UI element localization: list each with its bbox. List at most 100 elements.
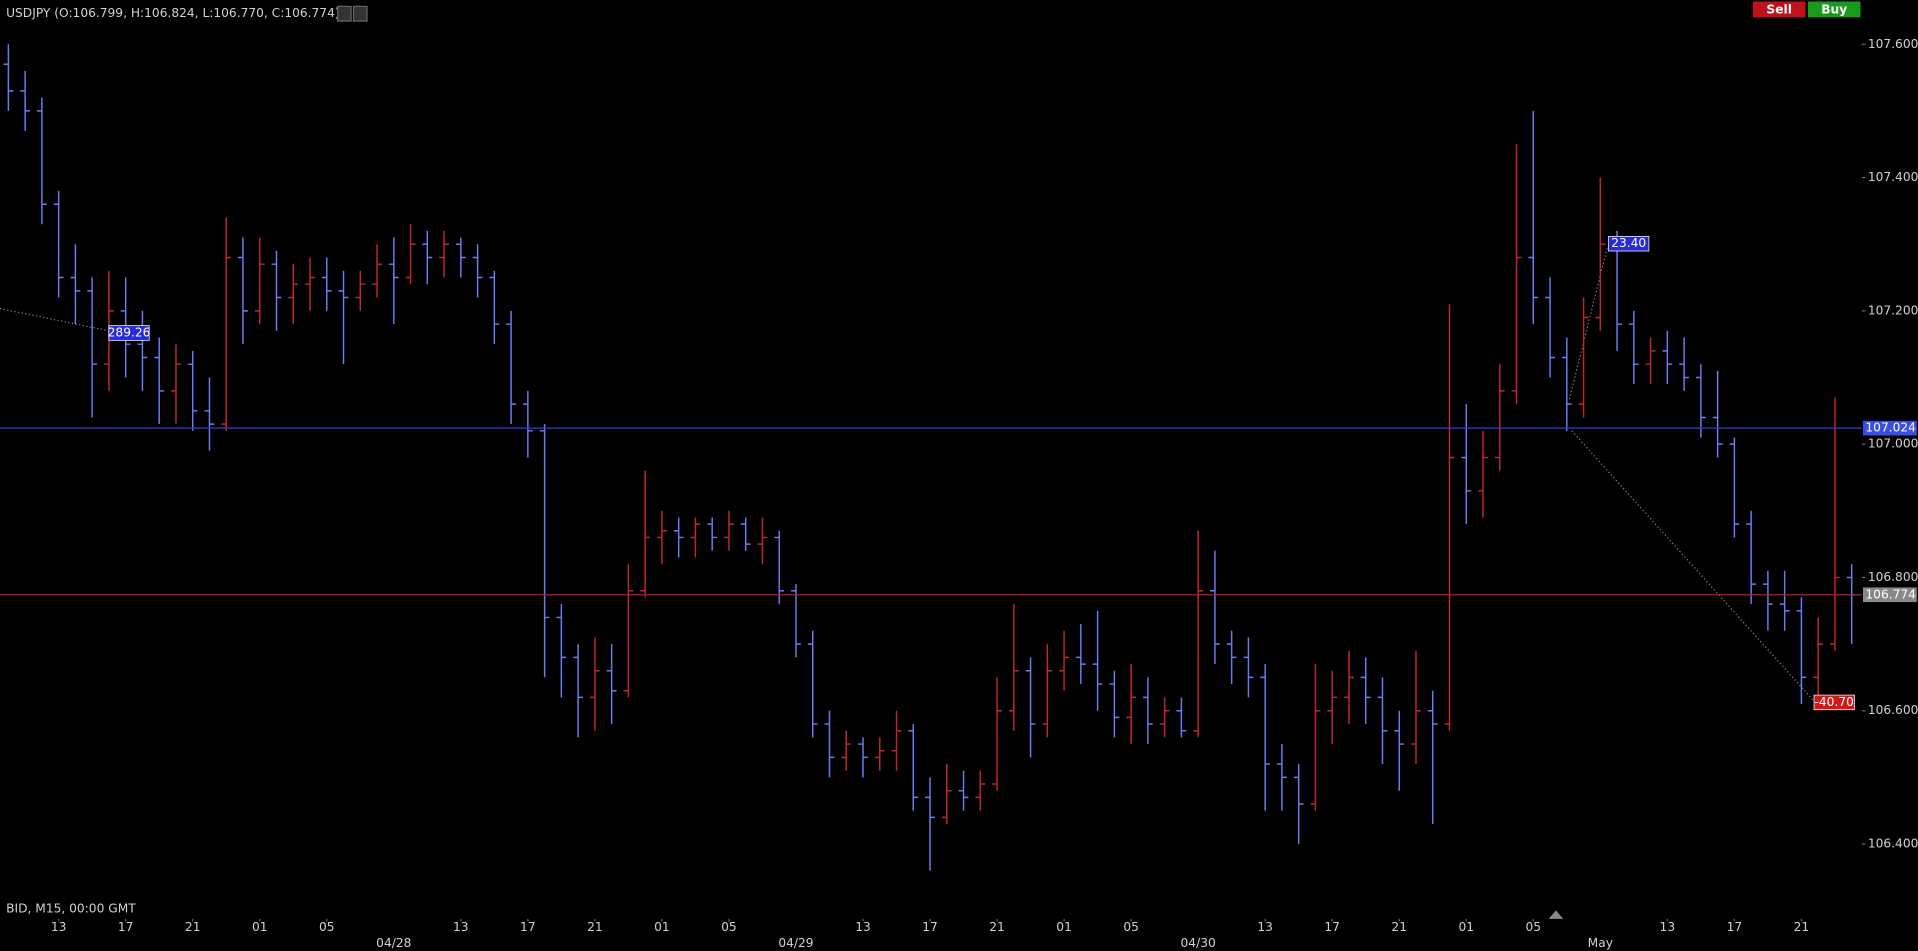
ohlc-bar: [858, 737, 868, 778]
ohlc-bar: [589, 637, 600, 731]
ohlc-bar: [757, 517, 768, 565]
ohlc-bar: [288, 264, 299, 325]
x-tick-label: 21: [989, 920, 1005, 934]
x-tick-label: 01: [654, 920, 670, 934]
ohlc-bar: [20, 70, 31, 131]
ohlc-bar: [53, 190, 64, 298]
annotation-box: [108, 325, 150, 341]
settings-icon[interactable]: [336, 5, 352, 22]
ohlc-bar: [824, 710, 835, 778]
ohlc-bar: [707, 517, 718, 551]
ohlc-bar: [37, 97, 47, 225]
x-tick-label: 13: [1257, 920, 1273, 934]
ohlc-bar: [958, 770, 969, 811]
annotation-box: [1608, 235, 1650, 252]
ohlc-bar: [1830, 397, 1840, 651]
ohlc-bar: [724, 510, 734, 551]
y-tick-label: 107.200: [1868, 303, 1918, 317]
annotation-box: [1813, 694, 1855, 711]
ohlc-bar: [388, 237, 399, 325]
ohlc-bar: [1545, 277, 1555, 378]
price-label: 106.774: [1865, 587, 1916, 601]
date-label: 04/29: [778, 936, 813, 950]
ohlc-bar: [1344, 650, 1354, 725]
ohlc-bar: [221, 217, 232, 431]
ohlc-bar: [925, 777, 935, 871]
ohlc-bar: [1411, 650, 1421, 765]
x-tick-label: 21: [1391, 920, 1407, 934]
ohlc-bar: [254, 237, 265, 325]
ohlc-bar: [1092, 610, 1103, 711]
ohlc-bar: [1729, 437, 1740, 538]
ohlc-bar: [1327, 670, 1338, 745]
ohlc-bar: [1595, 177, 1606, 331]
ohlc-bar: [1645, 337, 1656, 385]
ohlc-bar: [1578, 297, 1589, 418]
ohlc-bar: [455, 237, 466, 278]
ohlc-bar: [1528, 110, 1539, 325]
ohlc-bar: [439, 230, 449, 278]
y-tick-label: 106.600: [1868, 703, 1918, 717]
ohlc-bar: [1042, 644, 1053, 738]
ohlc-bar: [87, 277, 98, 418]
ohlc-bar: [1746, 510, 1757, 605]
ohlc-bar: [137, 310, 148, 391]
ohlc-bar: [1779, 570, 1790, 631]
x-tick-label: 21: [185, 920, 201, 934]
ohlc-bar: [807, 630, 818, 738]
ohlc-bar: [1511, 144, 1522, 405]
ohlc-bar: [1159, 697, 1170, 738]
sell-label[interactable]: Sell: [1766, 3, 1791, 17]
ohlc-bar: [874, 737, 885, 771]
ohlc-bar: [1277, 744, 1287, 811]
sell-button[interactable]: [1752, 1, 1806, 18]
ohlc-bar: [1008, 604, 1019, 731]
ohlc-bar: [539, 424, 550, 678]
ohlc-bar: [640, 470, 651, 598]
x-tick-label: 21: [587, 920, 603, 934]
ohlc-bar: [1762, 570, 1773, 631]
annotation: 289.26: [108, 325, 151, 339]
ohlc-bar: [1561, 337, 1572, 431]
ohlc-bar: [841, 730, 852, 771]
x-tick-label: 13: [1660, 920, 1676, 934]
ohlc-bar: [992, 677, 1002, 791]
ohlc-bar: [1712, 370, 1723, 458]
ohlc-bar: [657, 510, 667, 565]
x-tick-label: 21: [1794, 920, 1810, 934]
x-tick-label: 01: [252, 920, 268, 934]
ohlc-bar: [941, 764, 952, 825]
ohlc-bar: [1176, 697, 1187, 738]
close-icon[interactable]: [352, 5, 368, 22]
ohlc-bar: [355, 270, 366, 311]
ohlc-bar: [154, 337, 165, 425]
ohlc-bar: [740, 517, 751, 551]
y-tick-label: 106.400: [1868, 837, 1918, 851]
trend-line: [1568, 247, 1608, 400]
ohlc-bar: [405, 224, 416, 285]
footnote: BID, M15, 00:00 GMT: [6, 902, 136, 916]
ohlc-bar: [187, 350, 198, 431]
y-tick-label: 106.800: [1868, 570, 1918, 584]
ohlc-bar: [472, 244, 483, 298]
x-tick-label: 05: [721, 920, 737, 934]
ohlc-bar: [975, 770, 986, 811]
ohlc-bar: [891, 710, 902, 771]
ohlc-bar: [321, 257, 332, 311]
ohlc-bar: [1796, 597, 1807, 705]
y-tick-label: 107.000: [1868, 437, 1918, 451]
buy-label[interactable]: Buy: [1821, 3, 1847, 17]
ohlc-bar: [1243, 637, 1254, 698]
ohlc-bar: [1109, 670, 1120, 738]
x-tick-label: 17: [118, 920, 134, 934]
scroll-marker[interactable]: [1548, 910, 1564, 919]
x-tick-label: 13: [51, 920, 67, 934]
ohlc-bar: [1444, 304, 1455, 731]
ohlc-bar: [673, 517, 684, 558]
ohlc-bar: [1226, 630, 1237, 685]
ohlc-bar: [1679, 337, 1690, 391]
ohlc-bar: [791, 584, 801, 658]
ohlc-bar: [171, 344, 181, 425]
buy-button[interactable]: [1807, 1, 1861, 18]
